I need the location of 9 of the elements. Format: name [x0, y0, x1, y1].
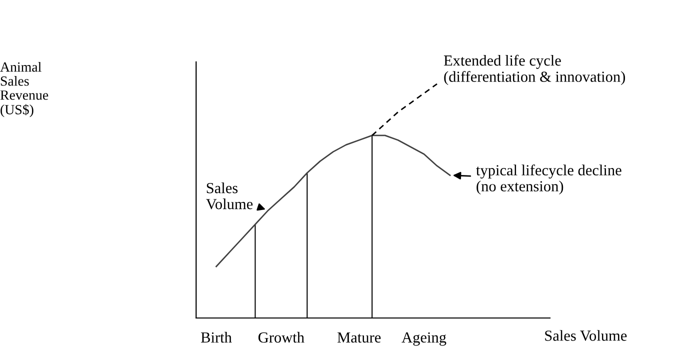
x-tick-label: Birth [200, 332, 232, 343]
annotation: Sales Volume [206, 182, 253, 210]
annotation: Extended life cycle (differentiation & innovation) [444, 54, 625, 86]
annotation: typical lifecycle decline (no extension) [476, 164, 622, 195]
x-tick-label: Growth [258, 332, 304, 343]
x-axis-title: Sales Volume [545, 330, 627, 341]
x-tick-label: Ageing [402, 332, 446, 346]
text: Animal Sales Revenue (US$) [0, 62, 48, 118]
x-tick-label: Mature [337, 332, 381, 343]
